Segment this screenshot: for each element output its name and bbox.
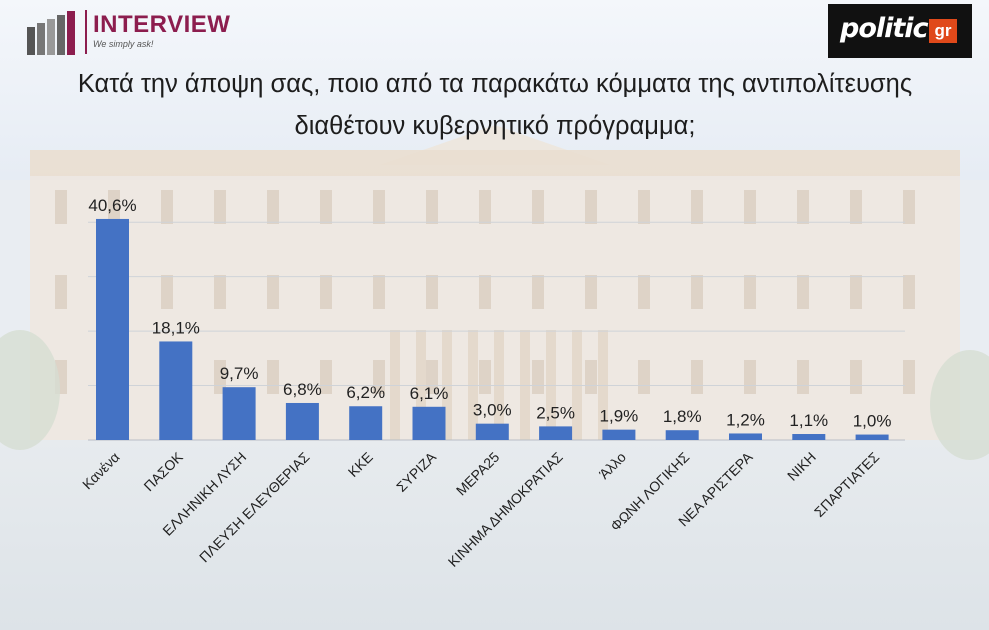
interview-logo-icon [27,11,75,55]
bar [855,434,889,440]
data-label: 6,1% [410,384,449,403]
brand-tagline: We simply ask! [93,39,154,49]
bar [602,429,636,440]
data-label: 1,8% [663,407,702,426]
bar [222,387,256,440]
bar [159,341,193,440]
bar [729,433,762,440]
category-label: ΚΚΕ [345,449,376,480]
category-label: Άλλο [596,449,629,482]
bar [285,402,319,440]
bar [412,406,446,440]
data-label: 2,5% [536,403,575,422]
interview-logo: INTERVIEW We simply ask! [27,8,242,60]
data-label: 3,0% [473,401,512,420]
category-label: ΠΛΕΥΣΗ ΕΛΕΥΘΕΡΙΑΣ [196,449,313,566]
bar [792,434,826,440]
brand-name: INTERVIEW [93,11,231,38]
publisher-suffix: gr [929,19,957,43]
data-label: 18,1% [152,318,200,337]
data-label: 1,1% [789,411,828,430]
bar [96,218,129,440]
publisher-name: politic [840,13,929,44]
category-label: ΣΠΑΡΤΙΑΤΕΣ [811,449,882,520]
data-label: 1,2% [726,410,765,429]
bar [349,406,383,440]
chart-title: Κατά την άποψη σας, ποιο από τα παρακάτω… [77,70,913,140]
data-label: 6,2% [346,383,385,402]
bar [539,426,573,440]
category-label: ΝΙΚΗ [784,449,819,484]
bar [665,430,699,440]
politic-logo: politic gr [828,4,972,58]
data-label: 1,0% [853,412,892,431]
category-label: ΚΙΝΗΜΑ ΔΗΜΟΚΡΑΤΙΑΣ [445,449,566,570]
data-label: 40,6% [88,196,136,215]
category-label: ΣΥΡΙΖΑ [393,448,440,495]
data-label: 9,7% [220,364,259,383]
bar [475,423,509,440]
category-label: ΜΕΡΑ25 [453,449,503,499]
category-label: Κανένα [79,449,123,493]
data-label: 1,9% [600,407,639,426]
data-label: 6,8% [283,380,322,399]
category-label: ΠΑΣΟΚ [140,448,186,494]
logo-divider [85,10,87,54]
